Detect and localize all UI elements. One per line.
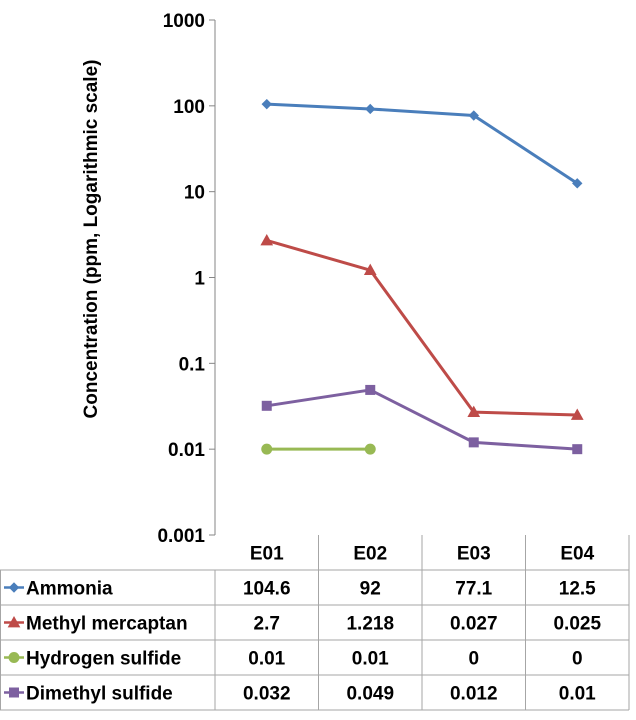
legend-marker: [8, 582, 20, 593]
data-point-methyl-mercaptan: [570, 408, 584, 420]
data-point-methyl-mercaptan: [467, 405, 481, 418]
table-cell: 104.6: [243, 579, 291, 600]
data-point-ammonia: [572, 178, 583, 189]
legend-key-methyl-mercaptan: [4, 615, 24, 628]
series-methyl-mercaptan: [260, 233, 584, 420]
data-point-ammonia: [261, 98, 272, 110]
table-cell: 2.7: [254, 614, 280, 635]
legend-label-dimethyl-sulfide: Dimethyl sulfide: [26, 684, 173, 705]
table-cell: 0.049: [346, 684, 394, 705]
table-grid: [0, 535, 630, 711]
legend-marker: [8, 652, 20, 663]
table-cell: 0.01: [352, 649, 389, 670]
y-axis-ticks: 1000 100 10 1 0.1 0.01 0.001: [157, 11, 215, 547]
table-cell: 0.025: [553, 614, 601, 635]
legend-label-methyl-mercaptan: Methyl mercaptan: [26, 614, 188, 635]
table-cell: 0.01: [559, 684, 596, 705]
table-cell: 0: [572, 649, 583, 670]
legend-label-hydrogen-sulfide: Hydrogen sulfide: [26, 649, 181, 670]
y-tick-label: 0.1: [179, 354, 206, 375]
y-tick-label: 0.01: [168, 440, 205, 461]
legend-marker: [9, 687, 19, 698]
y-tick-label: 1000: [163, 11, 205, 32]
legend-key-hydrogen-sulfide: [4, 652, 24, 663]
category-label: E03: [457, 544, 491, 565]
data-point-ammonia: [365, 103, 376, 115]
data-point-dimethyl-sulfide: [468, 437, 479, 448]
data-point-hydrogen-sulfide: [261, 443, 273, 455]
data-point-dimethyl-sulfide: [572, 444, 583, 455]
table-cell: 1.218: [346, 614, 394, 635]
table-cell: 0: [468, 649, 479, 670]
category-label: E01: [250, 544, 284, 565]
legend-key-dimethyl-sulfide: [4, 687, 24, 698]
y-axis-title: Concentration (ppm, Logarithmic scale): [81, 60, 102, 419]
series-hydrogen-sulfide: [261, 443, 376, 455]
table-cell: 12.5: [559, 579, 596, 600]
data-point-dimethyl-sulfide: [365, 384, 376, 395]
legend-key-ammonia: [4, 582, 24, 593]
series-line-ammonia: [265, 102, 579, 185]
table-cell: 0.027: [450, 614, 498, 635]
y-tick-label: 100: [173, 97, 205, 118]
y-tick-label: 1: [194, 269, 205, 290]
y-tick-label: 10: [184, 183, 205, 204]
data-point-hydrogen-sulfide: [364, 443, 376, 455]
legend-marker: [7, 615, 21, 628]
series-line-methyl-mercaptan: [265, 238, 579, 417]
table-cell: 77.1: [455, 579, 492, 600]
table-cell: 92: [360, 579, 381, 600]
series-line-dimethyl-sulfide: [265, 388, 579, 451]
series-ammonia: [261, 98, 583, 189]
table-cell: 0.01: [248, 649, 285, 670]
data-table: E01 E02 E03 E04 Ammonia 104.6 92 77.1 12.5 Methyl…: [4, 544, 601, 705]
category-label: E04: [560, 544, 594, 565]
data-point-methyl-mercaptan: [260, 233, 274, 246]
table-cell: 0.032: [243, 684, 291, 705]
table-cell: 0.012: [450, 684, 498, 705]
legend-label-ammonia: Ammonia: [26, 579, 113, 600]
y-tick-label: 0.001: [157, 526, 205, 547]
series-dimethyl-sulfide: [261, 384, 583, 455]
data-point-dimethyl-sulfide: [261, 400, 272, 411]
series-lines: [260, 98, 584, 455]
data-point-methyl-mercaptan: [363, 263, 377, 276]
data-point-ammonia: [468, 110, 479, 121]
category-label: E02: [353, 544, 387, 565]
